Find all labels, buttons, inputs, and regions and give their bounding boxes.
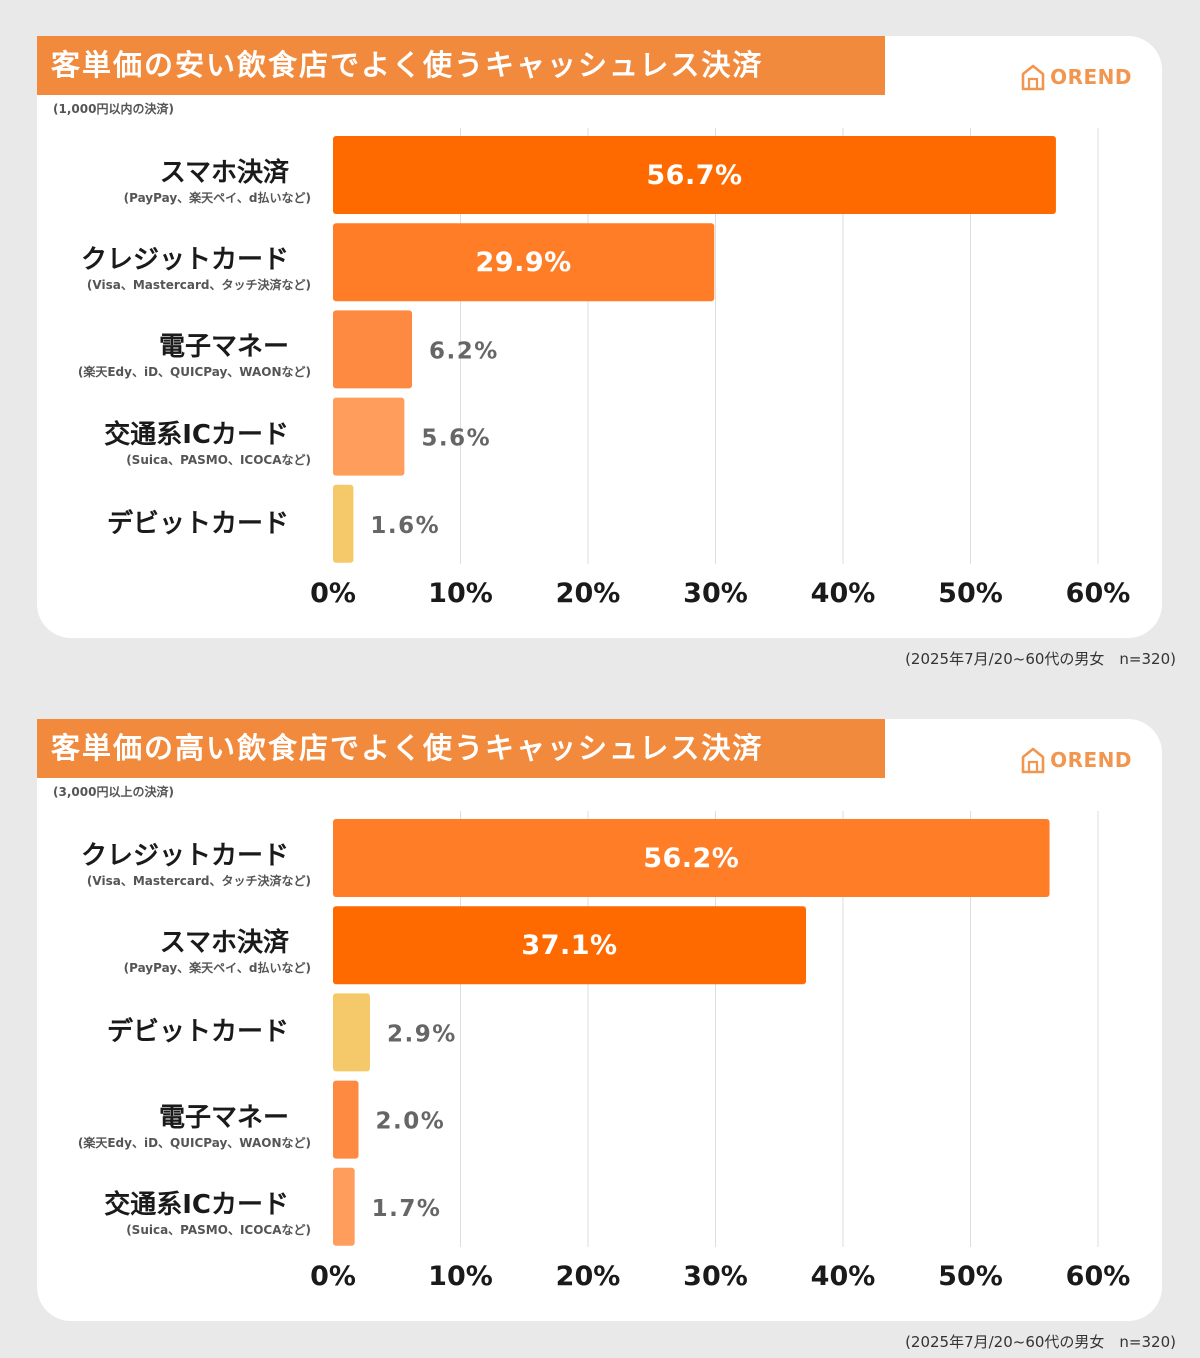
x-tick-label: 0%	[310, 1261, 356, 1292]
category-label-group: 電子マネー (楽天Edy、iD、QUICPay、WAONなど)	[78, 1103, 311, 1151]
bar	[333, 819, 1050, 897]
bar	[333, 906, 807, 985]
value-label: 2.0%	[376, 1109, 446, 1135]
x-tick-label: 0%	[310, 578, 356, 609]
category-note: (楽天Edy、iD、QUICPay、WAONなど)	[77, 1135, 311, 1150]
footnote: (2025年7月/20~60代の男女 n=320)	[905, 1333, 1176, 1351]
bar	[333, 397, 405, 476]
category-label: デビットカード	[106, 508, 289, 539]
category-label: クレジットカード	[80, 245, 289, 276]
chart-subtitle: (1,000円以内の決済)	[53, 102, 174, 116]
bar	[333, 1080, 359, 1159]
value-label: 56.7%	[646, 160, 742, 191]
chart-title: 客単価の安い飲食店でよく使うキャッシュレス決済	[37, 36, 885, 95]
chart-title: 客単価の高い飲食店でよく使うキャッシュレス決済	[37, 719, 885, 778]
bar	[333, 1167, 355, 1246]
category-label: クレジットカード	[80, 841, 289, 871]
category-label: 交通系ICカード	[104, 1189, 289, 1220]
category-note: (PayPay、楽天ペイ、d払いなど)	[123, 191, 311, 205]
category-note: (Visa、Mastercard、タッチ決済など)	[86, 874, 311, 888]
value-label: 5.6%	[421, 426, 491, 452]
x-tick-label: 40%	[811, 1261, 876, 1292]
x-tick-label: 10%	[428, 578, 493, 609]
chart-panel: 客単価の安い飲食店でよく使うキャッシュレス決済 (1,000円以内の決済) OREN…	[37, 36, 1162, 638]
bar-chart: 56.7% 29.9% 6.2% 5.6% 1.6% 0% 10% 20% 30% 40% 50% 6…	[310, 128, 1131, 609]
value-label: 37.1%	[521, 930, 617, 961]
category-label-group: スマホ決済 (PayPay、楽天ペイ、d払いなど)	[124, 928, 311, 976]
category-label-group: 交通系ICカード (Suica、PASMO、ICOCAなど)	[104, 420, 311, 468]
bar	[333, 993, 370, 1072]
logo-text: OREND	[1050, 748, 1132, 772]
category-label-group: デビットカード	[107, 509, 311, 539]
bar	[333, 136, 1056, 214]
footnote: (2025年7月/20~60代の男女 n=320)	[905, 650, 1176, 668]
category-label: スマホ決済	[159, 158, 289, 188]
x-tick-label: 20%	[556, 1261, 621, 1292]
value-label: 29.9%	[476, 247, 572, 278]
x-tick-label: 60%	[1066, 1261, 1131, 1292]
value-label: 6.2%	[429, 338, 499, 364]
x-tick-label: 30%	[683, 1261, 748, 1292]
bar	[333, 310, 413, 389]
category-label-group: 電子マネー (楽天Edy、iD、QUICPay、WAONなど)	[78, 332, 311, 380]
x-tick-label: 30%	[683, 578, 748, 609]
x-tick-label: 40%	[811, 578, 876, 609]
value-label: 2.9%	[387, 1021, 457, 1047]
orend-logo: OREND	[1020, 62, 1132, 92]
house-logo-icon	[1021, 747, 1045, 774]
x-tick-label: 60%	[1066, 578, 1131, 609]
bar-chart: 56.2% 37.1% 2.9% 2.0% 1.7% 0% 10% 20% 30% 40% 50% 6…	[310, 811, 1131, 1292]
x-tick-label: 10%	[428, 1261, 493, 1292]
x-tick-label: 50%	[938, 578, 1003, 609]
category-note: (楽天Edy、iD、QUICPay、WAONなど)	[77, 365, 311, 380]
category-note: (Visa、Mastercard、タッチ決済など)	[86, 278, 311, 293]
category-label-group: デビットカード	[107, 1017, 311, 1047]
category-note: (PayPay、楽天ペイ、d払いなど)	[123, 961, 311, 976]
orend-logo: OREND	[1020, 745, 1132, 775]
bar	[333, 223, 715, 302]
x-tick-label: 20%	[556, 578, 621, 609]
category-label-group: クレジットカード (Visa、Mastercard、タッチ決済など)	[81, 245, 311, 293]
category-label: 電子マネー	[158, 332, 289, 363]
category-label-group: クレジットカード (Visa、Mastercard、タッチ決済など)	[81, 841, 311, 889]
value-label: 1.6%	[370, 513, 440, 539]
category-label: スマホ決済	[159, 928, 289, 959]
category-label-group: スマホ決済 (PayPay、楽天ペイ、d払いなど)	[124, 158, 311, 206]
category-label: 電子マネー	[158, 1102, 289, 1133]
bar	[333, 484, 354, 563]
category-label: 交通系ICカード	[104, 419, 289, 450]
category-label: デビットカード	[106, 1017, 289, 1048]
house-logo-icon	[1021, 64, 1045, 91]
category-note: (Suica、PASMO、ICOCAなど)	[126, 452, 311, 467]
category-label-group: 交通系ICカード (Suica、PASMO、ICOCAなど)	[104, 1190, 311, 1238]
value-label: 56.2%	[643, 843, 739, 874]
category-note: (Suica、PASMO、ICOCAなど)	[126, 1222, 311, 1237]
value-label: 1.7%	[372, 1196, 442, 1222]
chart-subtitle: (3,000円以上の決済)	[53, 785, 174, 799]
chart-panel: 客単価の高い飲食店でよく使うキャッシュレス決済 (3,000円以上の決済) OREN…	[37, 719, 1162, 1321]
logo-text: OREND	[1050, 65, 1132, 89]
x-tick-label: 50%	[938, 1261, 1003, 1292]
